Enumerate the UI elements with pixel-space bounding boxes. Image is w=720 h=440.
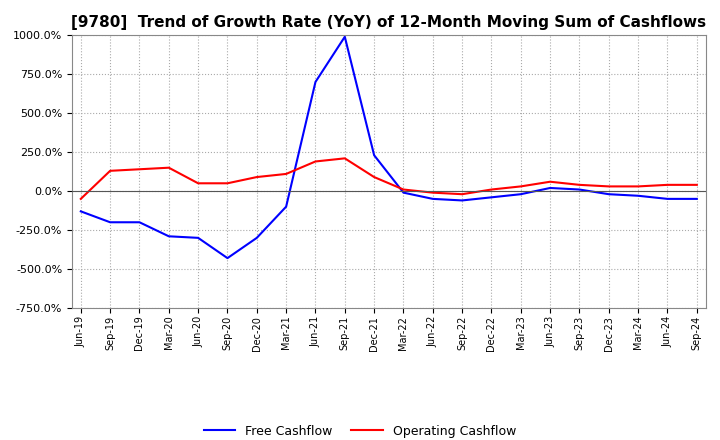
- Operating Cashflow: [634, 184, 642, 189]
- Free Cashflow: [106, 220, 114, 225]
- Free Cashflow: [223, 256, 232, 261]
- Operating Cashflow: [282, 171, 290, 176]
- Free Cashflow: [341, 34, 349, 40]
- Free Cashflow: [693, 196, 701, 202]
- Free Cashflow: [194, 235, 202, 241]
- Free Cashflow: [370, 153, 379, 158]
- Operating Cashflow: [428, 190, 437, 195]
- Operating Cashflow: [223, 181, 232, 186]
- Free Cashflow: [253, 235, 261, 241]
- Title: [9780]  Trend of Growth Rate (YoY) of 12-Month Moving Sum of Cashflows: [9780] Trend of Growth Rate (YoY) of 12-…: [71, 15, 706, 30]
- Free Cashflow: [605, 191, 613, 197]
- Free Cashflow: [311, 79, 320, 84]
- Free Cashflow: [399, 190, 408, 195]
- Free Cashflow: [487, 194, 496, 200]
- Operating Cashflow: [605, 184, 613, 189]
- Operating Cashflow: [194, 181, 202, 186]
- Operating Cashflow: [76, 196, 85, 202]
- Free Cashflow: [516, 191, 525, 197]
- Free Cashflow: [164, 234, 173, 239]
- Free Cashflow: [546, 185, 554, 191]
- Free Cashflow: [458, 198, 467, 203]
- Free Cashflow: [135, 220, 144, 225]
- Line: Free Cashflow: Free Cashflow: [81, 37, 697, 258]
- Free Cashflow: [634, 193, 642, 198]
- Operating Cashflow: [370, 174, 379, 180]
- Line: Operating Cashflow: Operating Cashflow: [81, 158, 697, 199]
- Operating Cashflow: [399, 187, 408, 192]
- Operating Cashflow: [253, 174, 261, 180]
- Operating Cashflow: [458, 191, 467, 197]
- Operating Cashflow: [341, 156, 349, 161]
- Free Cashflow: [428, 196, 437, 202]
- Operating Cashflow: [487, 187, 496, 192]
- Free Cashflow: [663, 196, 672, 202]
- Operating Cashflow: [135, 167, 144, 172]
- Legend: Free Cashflow, Operating Cashflow: Free Cashflow, Operating Cashflow: [199, 420, 521, 440]
- Operating Cashflow: [693, 182, 701, 187]
- Free Cashflow: [76, 209, 85, 214]
- Operating Cashflow: [575, 182, 584, 187]
- Operating Cashflow: [663, 182, 672, 187]
- Free Cashflow: [282, 204, 290, 209]
- Operating Cashflow: [106, 168, 114, 173]
- Free Cashflow: [575, 187, 584, 192]
- Operating Cashflow: [164, 165, 173, 170]
- Operating Cashflow: [311, 159, 320, 164]
- Operating Cashflow: [516, 184, 525, 189]
- Operating Cashflow: [546, 179, 554, 184]
